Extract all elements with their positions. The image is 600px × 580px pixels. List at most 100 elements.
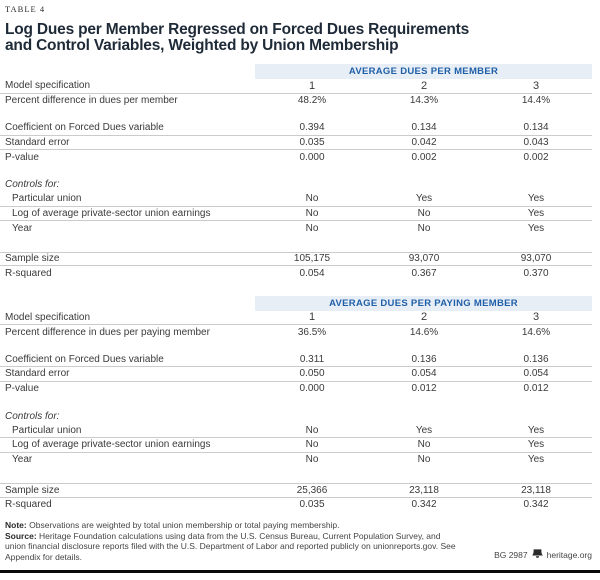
table-row: Particular union No Yes Yes <box>0 192 592 207</box>
row-spacer <box>0 165 600 178</box>
row-value: 1 <box>308 311 316 324</box>
row-value: 0.136 <box>411 353 437 365</box>
section-band-header: AVERAGE DUES PER PAYING MEMBER <box>255 295 592 311</box>
note-line: Note: Observations are weighted by total… <box>5 520 457 531</box>
row-value: 0.012 <box>411 383 437 395</box>
title-line-2: and Control Variables, Weighted by Union… <box>5 37 399 54</box>
row-value: 0.136 <box>523 353 549 365</box>
row-value: 0.342 <box>411 499 437 511</box>
row-value: 0.043 <box>523 136 549 148</box>
table-row: P-value 0.000 0.002 0.002 <box>0 150 592 165</box>
row-value: Yes <box>415 424 433 436</box>
row-value: 14.4% <box>521 95 551 107</box>
table-sections: AVERAGE DUES PER MEMBER Model specificati… <box>0 64 600 512</box>
section-band-header: AVERAGE DUES PER MEMBER <box>255 64 592 79</box>
row-value: 48.2% <box>297 95 327 107</box>
row-value: 0.054 <box>411 368 437 380</box>
table-section: AVERAGE DUES PER PAYING MEMBER Model spec… <box>0 295 600 513</box>
row-label: Particular union <box>12 424 82 436</box>
row-value: No <box>417 454 431 466</box>
row-value: 0.342 <box>523 499 549 511</box>
source-text: Heritage Foundation calculations using d… <box>5 530 456 562</box>
row-label: Standard error <box>5 368 70 380</box>
row-spacer <box>0 108 600 121</box>
row-value: 23,118 <box>409 484 439 496</box>
row-label: Sample size <box>5 253 60 265</box>
row-value: 0.050 <box>299 368 325 380</box>
source-label: Source: <box>5 530 37 541</box>
table-section: AVERAGE DUES PER MEMBER Model specificati… <box>0 64 600 281</box>
row-value: 0.134 <box>411 122 437 134</box>
row-label: Percent difference in dues per member <box>5 95 178 107</box>
row-spacer <box>0 396 600 409</box>
row-value: 2 <box>420 311 428 324</box>
row-spacer <box>0 236 600 252</box>
row-value: 0.002 <box>523 151 549 163</box>
row-label: Percent difference in dues per paying me… <box>5 326 210 338</box>
row-value: 1 <box>308 79 316 92</box>
row-value: 3 <box>532 311 540 324</box>
table-row: R-squared 0.035 0.342 0.342 <box>0 498 592 513</box>
row-value: 2 <box>420 79 428 92</box>
row-label: Coefficient on Forced Dues variable <box>5 122 164 134</box>
row-value: 93,070 <box>408 253 440 265</box>
row-label: R-squared <box>5 499 52 511</box>
table-row: Controls for: <box>0 409 592 424</box>
row-value: No <box>305 207 319 219</box>
row-spacer <box>0 467 600 483</box>
site-url: heritage.org <box>546 549 592 560</box>
row-label: Log of average private-sector union earn… <box>12 207 211 219</box>
row-value: 0.367 <box>411 267 437 279</box>
title-line-1: Log Dues per Member Regressed on Forced … <box>5 21 470 38</box>
bottom-rule <box>0 570 600 573</box>
row-value: No <box>305 222 319 234</box>
row-value: 0.311 <box>299 353 325 365</box>
row-value: No <box>417 439 431 451</box>
row-label: Year <box>12 222 33 234</box>
row-label: Particular union <box>12 193 82 205</box>
row-value: No <box>305 193 319 205</box>
table-row: Model specification 1 2 3 <box>0 311 592 325</box>
row-value: No <box>305 454 319 466</box>
table-row: Year No No Yes <box>0 453 592 468</box>
row-value: 0.000 <box>299 151 325 163</box>
row-label: P-value <box>5 383 39 395</box>
table-label: TABLE 4 <box>5 4 46 14</box>
row-value: 0.394 <box>299 122 325 134</box>
row-value: Yes <box>527 222 545 234</box>
table-row: Percent difference in dues per paying me… <box>0 325 592 340</box>
row-value: Yes <box>527 439 545 451</box>
table-row: Log of average private-sector union earn… <box>0 438 592 453</box>
row-value: Yes <box>415 193 433 205</box>
row-value: 0.042 <box>411 136 437 148</box>
row-value: 0.035 <box>299 136 325 148</box>
table-row: Model specification 1 2 3 <box>0 79 592 94</box>
table-row: Year No No Yes <box>0 221 592 236</box>
heritage-bell-logo-icon <box>531 548 543 562</box>
table-row: Percent difference in dues per member 48.… <box>0 94 592 109</box>
row-value: 0.012 <box>523 383 549 395</box>
row-value: Yes <box>527 424 545 436</box>
row-label: Log of average private-sector union earn… <box>12 439 211 451</box>
row-label: Controls for: <box>5 179 60 191</box>
table-row: Sample size 105,175 93,070 93,070 <box>0 251 592 266</box>
row-value: 0.000 <box>299 383 325 395</box>
row-value: 105,175 <box>293 253 331 265</box>
row-value: 0.054 <box>299 267 325 279</box>
row-value: 36.5% <box>297 326 327 338</box>
note-text: Observations are weighted by total union… <box>29 520 340 530</box>
row-label: Model specification <box>5 80 91 92</box>
row-value: 93,070 <box>520 253 552 265</box>
row-label: Model specification <box>5 311 91 323</box>
table-row: Coefficient on Forced Dues variable 0.311… <box>0 353 592 367</box>
doc-id: BG 2987 <box>494 549 528 560</box>
row-value: 14.6% <box>409 326 439 338</box>
table-row: R-squared 0.054 0.367 0.370 <box>0 266 592 281</box>
row-label: R-squared <box>5 267 52 279</box>
row-value: Yes <box>527 454 545 466</box>
footer-credit: BG 2987 heritage.org <box>494 548 592 562</box>
table-row: Controls for: <box>0 178 592 193</box>
row-value: 25,366 <box>296 484 328 496</box>
row-value: 0.134 <box>523 122 549 134</box>
